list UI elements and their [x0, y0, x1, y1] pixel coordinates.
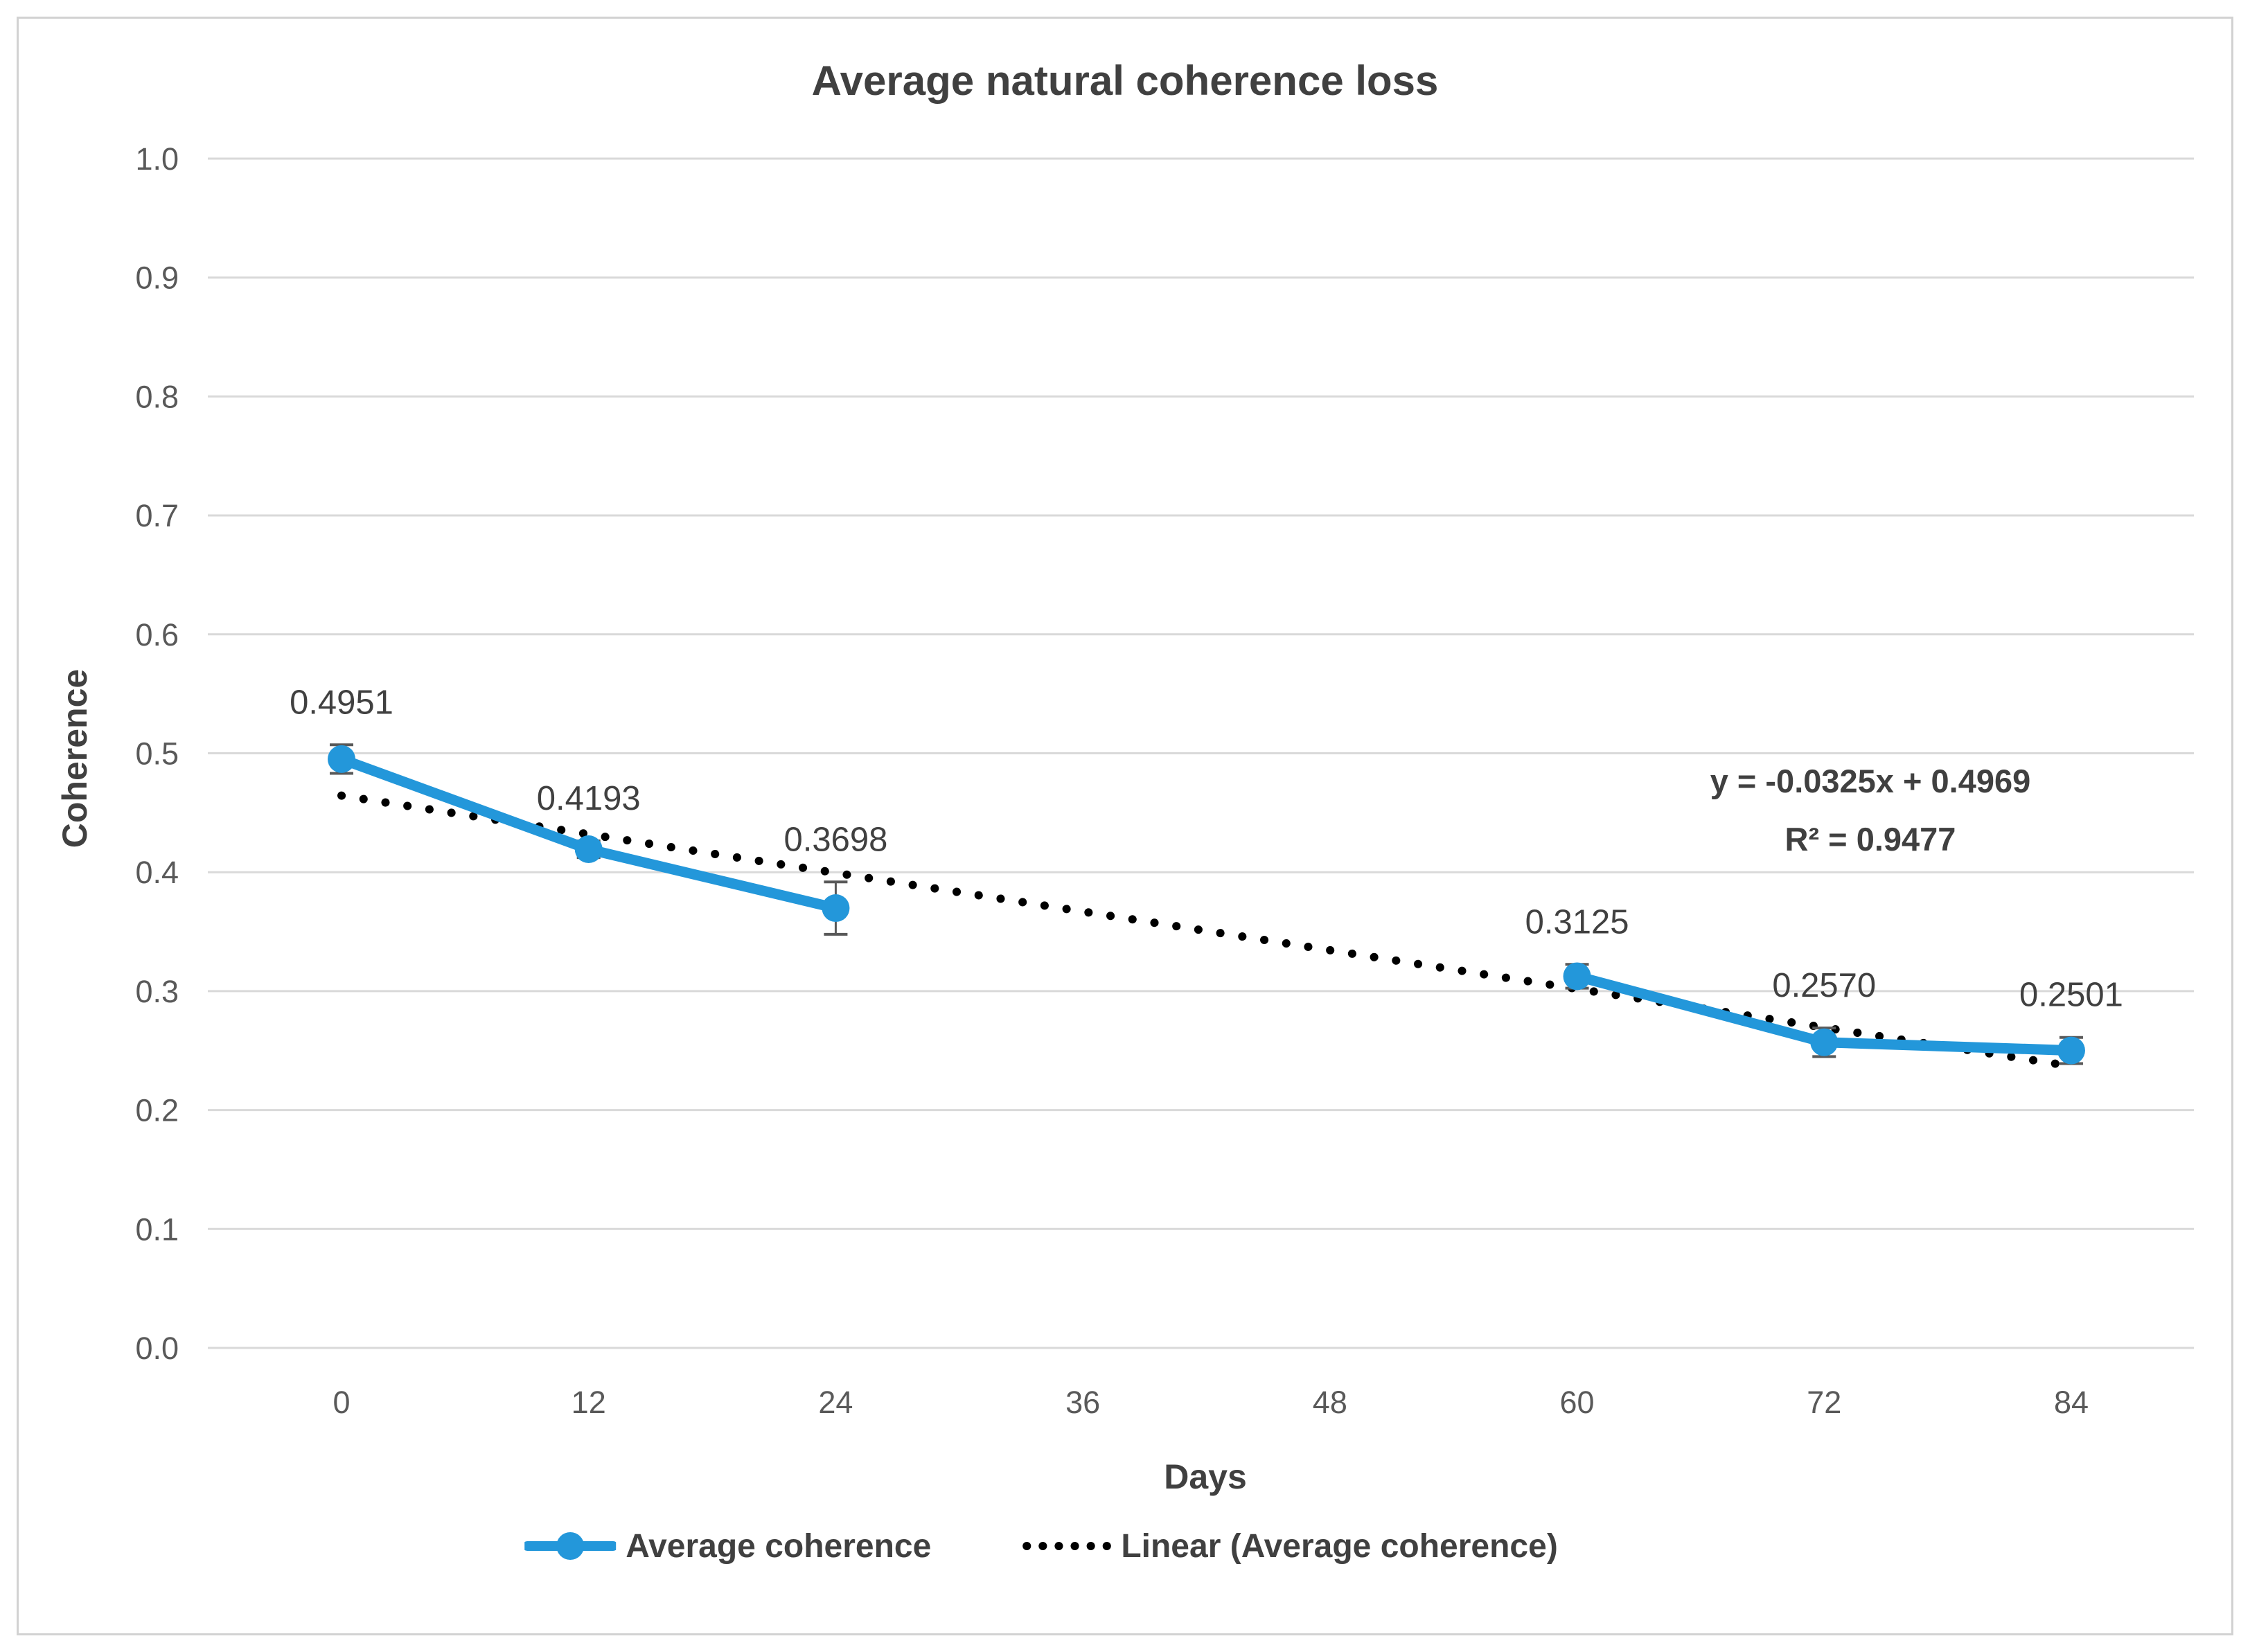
data-point-marker	[822, 894, 850, 923]
data-point-marker	[328, 745, 355, 773]
legend-item-linear-trendline: Linear (Average coherence)	[1021, 1527, 1558, 1565]
legend-label-linear-trendline: Linear (Average coherence)	[1121, 1527, 1558, 1565]
series-line-sample	[524, 1532, 617, 1560]
data-label: 0.2570	[1772, 967, 1876, 1004]
trendline-annotation: y = -0.0325x + 0.4969 R² = 0.9477	[1656, 752, 2085, 869]
data-label: 0.4193	[537, 780, 641, 817]
trendline	[337, 791, 2075, 1071]
data-point-marker	[1810, 1028, 1839, 1056]
data-point-marker	[1563, 962, 1591, 991]
x-tick-label: 72	[1807, 1385, 1841, 1420]
y-tick-label: 0.9	[135, 260, 179, 296]
legend-label-average-coherence: Average coherence	[626, 1527, 932, 1565]
y-tick-label: 0.4	[135, 855, 179, 890]
chart-title: Average natural coherence loss	[811, 57, 1439, 104]
x-tick-label: 36	[1065, 1385, 1100, 1420]
data-point-marker	[2057, 1036, 2085, 1065]
y-tick-label: 0.8	[135, 379, 179, 414]
y-tick-label: 0.7	[135, 498, 179, 533]
x-axis-title: Days	[1164, 1457, 1247, 1496]
y-tick-label: 0.1	[135, 1211, 179, 1247]
trendline-equation: y = -0.0325x + 0.4969	[1710, 763, 2031, 799]
x-tick-label: 12	[572, 1385, 606, 1420]
x-tick-label: 48	[1313, 1385, 1347, 1420]
y-tick-label: 0.0	[135, 1331, 179, 1366]
trendline-r-squared: R² = 0.9477	[1784, 821, 1956, 858]
data-label: 0.3125	[1525, 903, 1629, 941]
y-tick-label: 0.2	[135, 1093, 179, 1128]
x-tick-label: 60	[1560, 1385, 1595, 1420]
y-tick-label: 1.0	[135, 141, 179, 177]
y-axis-title: Coherence	[55, 668, 94, 849]
x-tick-label: 0	[333, 1385, 350, 1420]
legend-item-average-coherence: Average coherence	[524, 1527, 931, 1565]
x-tick-label: 24	[818, 1385, 853, 1420]
x-tick-label: 84	[2054, 1385, 2089, 1420]
y-tick-label: 0.5	[135, 736, 179, 772]
data-label: 0.2501	[2019, 977, 2123, 1014]
legend: Average coherence Linear (Average cohere…	[524, 1527, 1558, 1565]
data-label: 0.4951	[290, 684, 393, 721]
data-point-marker	[574, 835, 603, 864]
y-tick-label: 0.3	[135, 974, 179, 1009]
chart-border	[17, 17, 2233, 1635]
y-tick-label: 0.6	[135, 617, 179, 652]
data-label: 0.3698	[783, 821, 887, 858]
trendline-sample	[1022, 1542, 1112, 1550]
